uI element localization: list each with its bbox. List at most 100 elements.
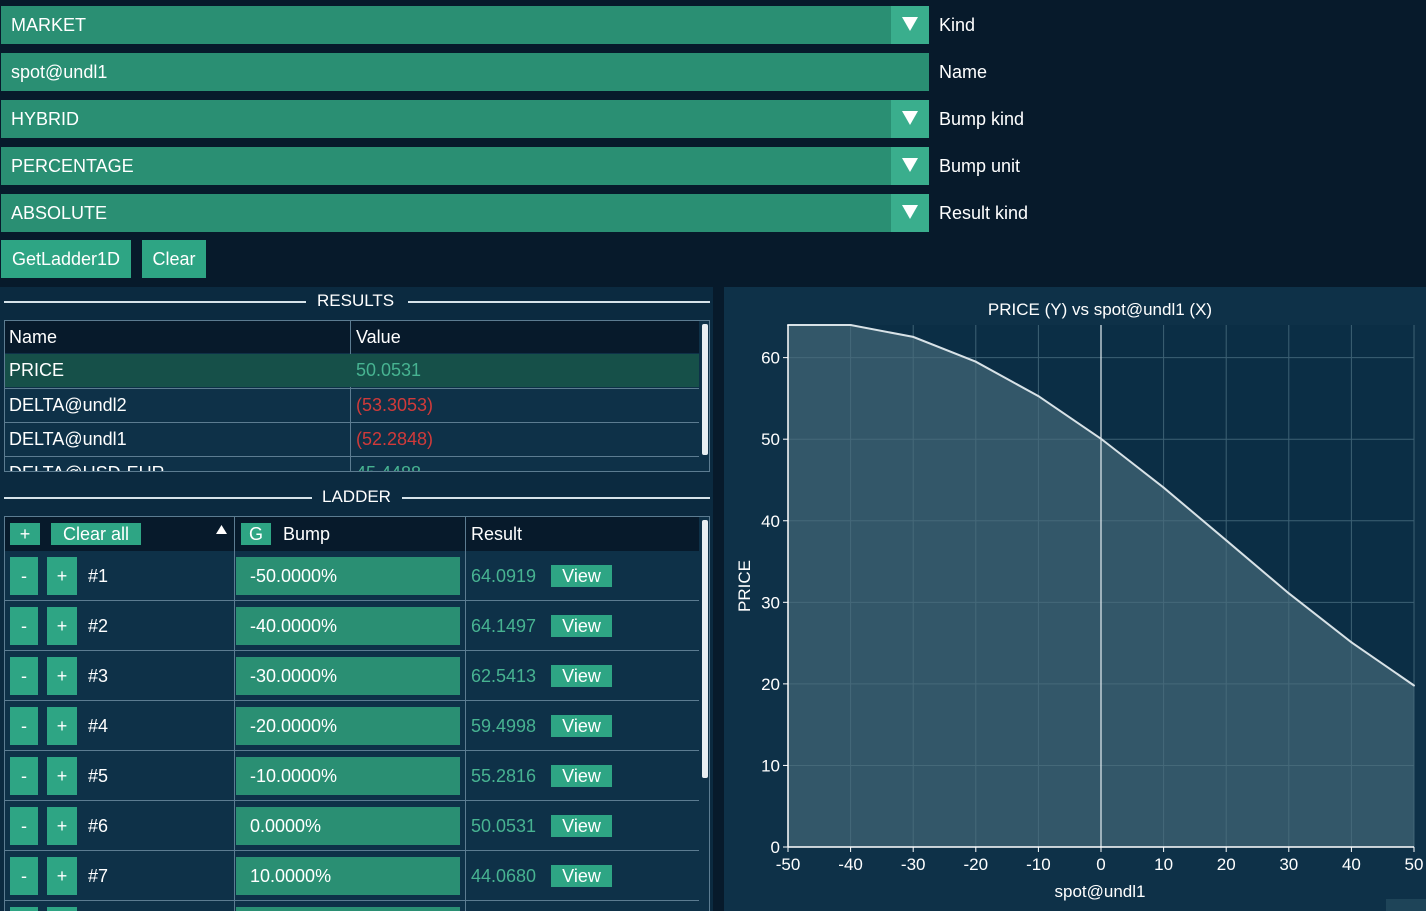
result-kind-select[interactable]: ABSOLUTE <box>1 194 929 232</box>
kind-dropdown-button[interactable] <box>891 6 929 44</box>
decrement-button[interactable]: - <box>10 807 38 845</box>
column-header-name[interactable]: Name <box>9 327 58 347</box>
results-section-title: RESULTS <box>0 289 713 313</box>
g-button[interactable]: G <box>241 523 271 545</box>
clear-all-button[interactable]: Clear all <box>51 523 141 545</box>
table-row[interactable]: DELTA@undl1 (52.2848) <box>5 423 699 456</box>
view-button[interactable]: View <box>551 565 612 587</box>
bump-input[interactable]: 0.0000% <box>236 807 460 845</box>
x-tick-label: -50 <box>776 855 801 874</box>
bump-kind-select[interactable]: HYBRID <box>1 100 929 138</box>
bump-unit-select[interactable]: PERCENTAGE <box>1 147 929 185</box>
view-button[interactable]: View <box>551 715 612 737</box>
table-row[interactable]: DELTA@USD-EUR 45.4488 <box>5 457 699 471</box>
decrement-button[interactable]: - <box>10 857 38 895</box>
increment-button[interactable]: + <box>47 807 77 845</box>
bump-input[interactable]: -20.0000% <box>236 707 460 745</box>
column-header-result[interactable]: Result <box>471 524 523 544</box>
add-row-button[interactable]: + <box>10 523 40 545</box>
name-value: spot@undl1 <box>11 62 108 82</box>
result-value: 64.0919 <box>471 566 537 586</box>
data-point <box>1413 684 1415 687</box>
resize-handle[interactable] <box>1386 899 1426 911</box>
ladder-row[interactable]: - + #1 -50.0000% 64.0919 View <box>5 551 699 601</box>
bump-input[interactable] <box>236 907 460 911</box>
increment-button[interactable]: + <box>47 907 77 911</box>
increment-button[interactable]: + <box>47 857 77 895</box>
clear-button[interactable]: Clear <box>142 240 206 278</box>
ladder-row[interactable]: - + #6 0.0000% 50.0531 View <box>5 801 699 851</box>
result-value: 44.0680 <box>471 866 537 886</box>
column-divider <box>465 517 466 911</box>
ladder-row[interactable]: - + #3 -30.0000% 62.5413 View <box>5 651 699 701</box>
divider <box>4 301 306 303</box>
bump-kind-dropdown-button[interactable] <box>891 100 929 138</box>
result-name: DELTA@undl2 <box>9 395 127 415</box>
triangle-down-icon <box>902 205 918 219</box>
result-kind-value: ABSOLUTE <box>11 203 108 223</box>
decrement-button[interactable]: - <box>10 657 38 695</box>
result-value: 55.2816 <box>471 766 537 786</box>
x-tick-label: 10 <box>1154 855 1173 874</box>
bump-input[interactable]: -30.0000% <box>236 657 460 695</box>
decrement-button[interactable]: - <box>10 907 38 911</box>
decrement-button[interactable]: - <box>10 707 38 745</box>
data-point <box>1100 437 1102 440</box>
name-label: Name <box>939 62 988 82</box>
bump-input[interactable]: 10.0000% <box>236 857 460 895</box>
sort-up-icon[interactable] <box>216 525 227 534</box>
ladder-scrollbar[interactable] <box>702 520 708 778</box>
ladder-rows: - + #1 -50.0000% 64.0919 View - + #2 -40.0000% 64.… <box>5 551 699 911</box>
row-divider <box>5 422 699 423</box>
result-value: 59.4998 <box>471 716 537 736</box>
kind-select[interactable]: MARKET <box>1 6 929 44</box>
bump-input[interactable]: -40.0000% <box>236 607 460 645</box>
get-ladder-button[interactable]: GetLadder1D <box>1 240 131 278</box>
result-value: (53.3053) <box>356 395 434 415</box>
table-row[interactable]: DELTA@undl2 (53.3053) <box>5 389 699 422</box>
row-id: #8 <box>88 907 108 911</box>
bump-unit-dropdown-button[interactable] <box>891 147 929 185</box>
column-header-value[interactable]: Value <box>356 327 401 347</box>
increment-button[interactable]: + <box>47 557 77 595</box>
price-chart: -50 -40 -30 -20 -10 0 10 20 30 40 50 0 10 20 30 40 50 60 P… <box>735 300 1423 901</box>
result-value: 62.5413 <box>471 666 537 686</box>
data-point <box>1287 592 1290 595</box>
y-tick-label: 10 <box>761 756 780 775</box>
bump-input[interactable]: -50.0000% <box>236 557 460 595</box>
column-header-bump[interactable]: Bump <box>283 524 331 544</box>
increment-button[interactable]: + <box>47 707 77 745</box>
result-kind-dropdown-button[interactable] <box>891 194 929 232</box>
view-button[interactable]: View <box>551 615 612 637</box>
increment-button[interactable]: + <box>47 757 77 795</box>
ladder-row[interactable]: - + #8 <box>5 901 699 911</box>
view-button[interactable]: View <box>551 665 612 687</box>
ladder-row[interactable]: - + #2 -40.0000% 64.1497 View <box>5 601 699 651</box>
view-button[interactable]: View <box>551 865 612 887</box>
x-tick-label: -20 <box>964 855 989 874</box>
view-button[interactable]: View <box>551 765 612 787</box>
bump-input[interactable]: -10.0000% <box>236 757 460 795</box>
ladder-row[interactable]: - + #5 -10.0000% 55.2816 View <box>5 751 699 801</box>
x-axis-label: spot@undl1 <box>1055 882 1146 901</box>
divider <box>402 497 710 499</box>
decrement-button[interactable]: - <box>10 607 38 645</box>
table-row[interactable]: PRICE 50.0531 <box>5 354 699 387</box>
increment-button[interactable]: + <box>47 657 77 695</box>
data-point <box>1037 395 1040 398</box>
ladder-row[interactable]: - + #7 10.0000% 44.0680 View <box>5 851 699 901</box>
ladder-row[interactable]: - + #4 -20.0000% 59.4998 View <box>5 701 699 751</box>
y-tick-label: 0 <box>771 838 780 857</box>
result-value: 64.1497 <box>471 616 537 636</box>
ladder-title: LADDER <box>322 487 391 506</box>
decrement-button[interactable]: - <box>10 557 38 595</box>
decrement-button[interactable]: - <box>10 757 38 795</box>
increment-button[interactable]: + <box>47 607 77 645</box>
results-scrollbar[interactable] <box>702 324 708 455</box>
result-name: PRICE <box>9 360 65 380</box>
row-divider <box>5 388 699 389</box>
row-divider <box>5 600 699 601</box>
results-table-header: Name Value <box>5 321 699 353</box>
name-input[interactable]: spot@undl1 <box>1 53 929 91</box>
view-button[interactable]: View <box>551 815 612 837</box>
